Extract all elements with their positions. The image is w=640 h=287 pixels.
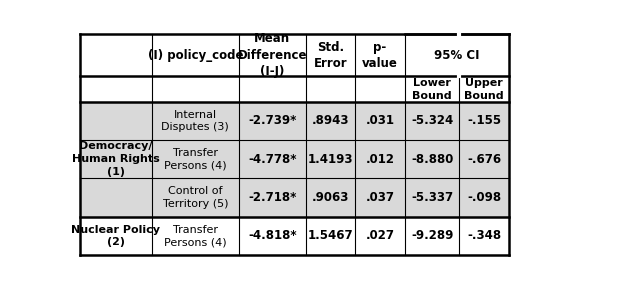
Text: .012: .012 xyxy=(365,153,395,166)
Text: .9063: .9063 xyxy=(312,191,349,204)
Text: Transfer
Persons (4): Transfer Persons (4) xyxy=(164,148,227,170)
Text: 95% CI: 95% CI xyxy=(434,49,480,62)
Text: -.348: -.348 xyxy=(467,230,501,243)
Bar xyxy=(80,102,509,140)
Text: -4.778*: -4.778* xyxy=(248,153,296,166)
Bar xyxy=(80,76,509,102)
Text: Internal
Disputes (3): Internal Disputes (3) xyxy=(161,110,229,132)
Text: Lower
Bound: Lower Bound xyxy=(412,78,452,100)
Text: .027: .027 xyxy=(365,230,395,243)
Text: .031: .031 xyxy=(365,115,395,127)
Text: -4.818*: -4.818* xyxy=(248,230,296,243)
Text: -5.324: -5.324 xyxy=(411,115,453,127)
Text: Nuclear Policy
(2): Nuclear Policy (2) xyxy=(72,225,161,247)
Text: p-
value: p- value xyxy=(362,41,398,70)
Text: -9.289: -9.289 xyxy=(411,230,453,243)
Text: Democracy/
Human Rights
(1): Democracy/ Human Rights (1) xyxy=(72,141,160,177)
Text: -.098: -.098 xyxy=(467,191,501,204)
Text: Transfer
Persons (4): Transfer Persons (4) xyxy=(164,225,227,247)
Text: Upper
Bound: Upper Bound xyxy=(465,78,504,100)
Text: .037: .037 xyxy=(365,191,395,204)
Text: -5.337: -5.337 xyxy=(411,191,453,204)
Text: 1.4193: 1.4193 xyxy=(308,153,353,166)
Text: -.155: -.155 xyxy=(467,115,501,127)
Text: .8943: .8943 xyxy=(312,115,349,127)
Text: Mean
Difference
(I-J): Mean Difference (I-J) xyxy=(237,32,307,78)
Text: 1.5467: 1.5467 xyxy=(308,230,353,243)
Text: Control of
Territory (5): Control of Territory (5) xyxy=(163,186,228,209)
Bar xyxy=(80,34,509,76)
Bar xyxy=(80,178,509,216)
Text: -2.718*: -2.718* xyxy=(248,191,296,204)
Text: (I) policy_code: (I) policy_code xyxy=(148,49,243,62)
Text: -.676: -.676 xyxy=(467,153,501,166)
Text: Std.
Error: Std. Error xyxy=(314,41,348,70)
Bar xyxy=(80,140,509,178)
Text: -8.880: -8.880 xyxy=(411,153,453,166)
Text: -2.739*: -2.739* xyxy=(248,115,296,127)
Bar xyxy=(80,216,509,255)
